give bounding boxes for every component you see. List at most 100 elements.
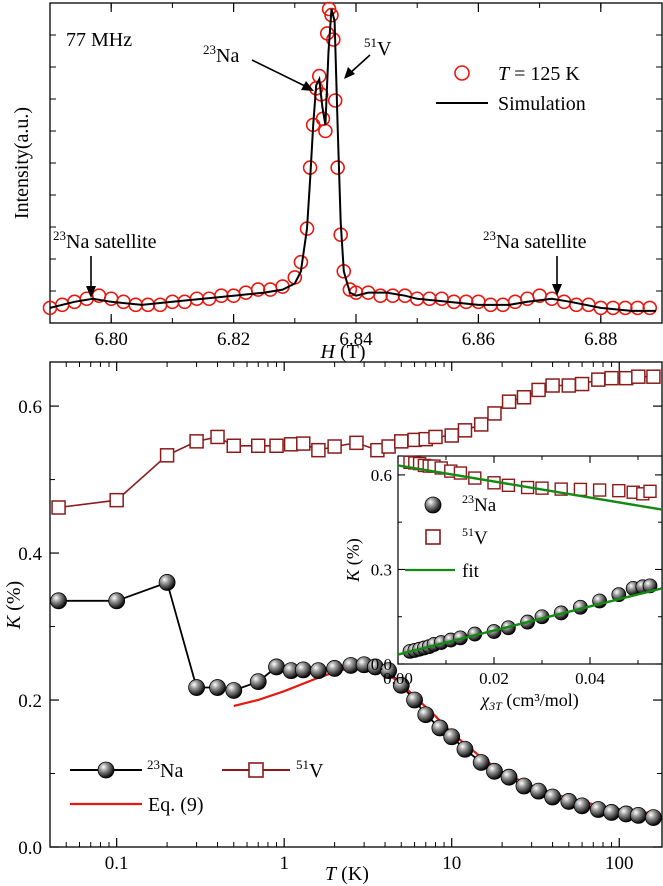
spectrum-point [321, 1, 337, 17]
v-point [428, 429, 443, 445]
na-point [209, 679, 226, 696]
v-point [283, 437, 299, 452]
inset-x-tick-label: 0.02 [479, 669, 509, 688]
na-point [294, 661, 312, 679]
spectrum-point [373, 288, 388, 304]
simulation-line [49, 8, 656, 312]
na-point [188, 679, 205, 696]
na-satellite-left-arrow [86, 256, 96, 298]
na-point [645, 809, 662, 827]
spectrum-point [327, 93, 343, 108]
spectrum-point [152, 297, 168, 313]
v-point [473, 417, 489, 432]
v-point [349, 435, 364, 451]
legend-label-simulation: Simulation [498, 93, 586, 115]
na-point [500, 768, 518, 786]
spectrum-panel: 6.80 6.82 6.84 6.86 6.88 Intensity(a.u.) H (… [11, 1, 663, 363]
spectrum-point [642, 300, 658, 316]
legend-label-eq9: Eq. (9) [148, 794, 204, 816]
inset-v-point [643, 484, 657, 498]
inset-y-tick-label: 0.6 [371, 466, 392, 485]
knight-shift-y-tick-label: 0.0 [18, 838, 42, 859]
legend-marker-na [97, 761, 115, 779]
legend-label-na: 23Na [147, 757, 183, 782]
v-point [531, 382, 546, 398]
na-point [158, 574, 176, 591]
na-point [629, 807, 647, 824]
knight-shift-y-tick-label: 0.6 [18, 397, 42, 418]
knight-shift-x-tick-label: 1 [279, 853, 289, 874]
inset-legend-label-na: 23Na [462, 492, 497, 516]
na-point [443, 728, 461, 746]
na-peak-label: 23Na [203, 42, 239, 67]
na-point [603, 804, 620, 821]
v-point [269, 438, 284, 454]
inset-y-tick-label: 0.0 [371, 655, 392, 674]
v-point [457, 423, 473, 438]
v-point [618, 370, 634, 386]
inset-x-axis-label: χ3T (cm³/mol) [479, 690, 579, 713]
inset-ticks: 0.00 0.02 0.04 0.0 0.3 0.6 [371, 456, 662, 688]
inset-panel: 0.00 0.02 0.04 0.0 0.3 0.6 K (%) χ3T (cm³/mol… [343, 455, 663, 713]
na-point [573, 797, 591, 815]
v-point [631, 369, 646, 384]
knight-shift-x-tick-label: 100 [605, 853, 634, 874]
spectrum-point [434, 291, 449, 307]
spectrum-x-tick-label: 6.84 [339, 329, 373, 350]
v-point [109, 492, 124, 508]
na-point [456, 740, 474, 758]
v-point [545, 378, 560, 393]
inset-fit-line [397, 464, 663, 511]
na-satellite-right-arrow [552, 256, 562, 296]
inset-v-point [592, 483, 607, 497]
legend-label-v: 51V [296, 757, 324, 782]
spectrum-point [238, 285, 254, 300]
v-point [226, 438, 242, 454]
spectrum-point [318, 123, 333, 139]
v-point [311, 442, 326, 458]
inset-v-point [612, 483, 626, 498]
spectrum-point [471, 294, 486, 310]
v-point [250, 438, 266, 454]
spectrum-point [630, 300, 645, 316]
v-point [646, 369, 661, 384]
inset-y-axis-label: K (%) [343, 538, 364, 583]
v-point [189, 434, 204, 449]
inset-v-point [573, 482, 588, 497]
v-peak-label: 51V [364, 35, 392, 60]
knight-shift-data [50, 369, 663, 827]
knight-shift-panel: 0.1 1 10 100 0.0 0.2 0.4 0.6 K (%) T (K) 23Na 5… [3, 361, 663, 885]
legend-marker-v [248, 762, 264, 778]
spectrum-x-tick-label: 6.80 [95, 329, 128, 350]
spectrum-legend: T = 125 K Simulation [436, 63, 586, 115]
inset-legend-marker-na [424, 496, 442, 514]
na-point [50, 592, 67, 610]
v-point [394, 434, 409, 449]
na-satellite-right-label: 23Na satellite [483, 228, 587, 253]
na-point [472, 754, 490, 771]
spectrum-plot-frame [49, 2, 663, 324]
spectrum-point [326, 32, 341, 47]
na-point [225, 682, 243, 699]
na-point [515, 777, 533, 795]
na-satellite-left-label: 23Na satellite [53, 228, 157, 253]
knight-shift-x-axis-label: T (K) [325, 863, 369, 885]
spectrum-x-axis-label: H (T) [320, 341, 366, 363]
spectrum-x-tick-label: 6.86 [462, 329, 495, 350]
knight-shift-x-tick-label: 0.1 [105, 853, 129, 874]
inset-legend-label-fit: fit [462, 561, 480, 582]
na-point [249, 673, 267, 691]
inset-legend: 23Na 51V fit [405, 492, 497, 582]
spectrum-point [507, 294, 523, 310]
na-point [486, 762, 503, 780]
v-point [296, 436, 311, 451]
inset-legend-marker-v [425, 529, 441, 545]
na-point [380, 662, 397, 680]
na-point [417, 706, 435, 724]
na-point [544, 788, 561, 806]
v-point [591, 372, 606, 387]
v-point [604, 370, 619, 386]
na-point [406, 691, 423, 709]
inset-x-tick-label: 0.00 [383, 669, 413, 688]
